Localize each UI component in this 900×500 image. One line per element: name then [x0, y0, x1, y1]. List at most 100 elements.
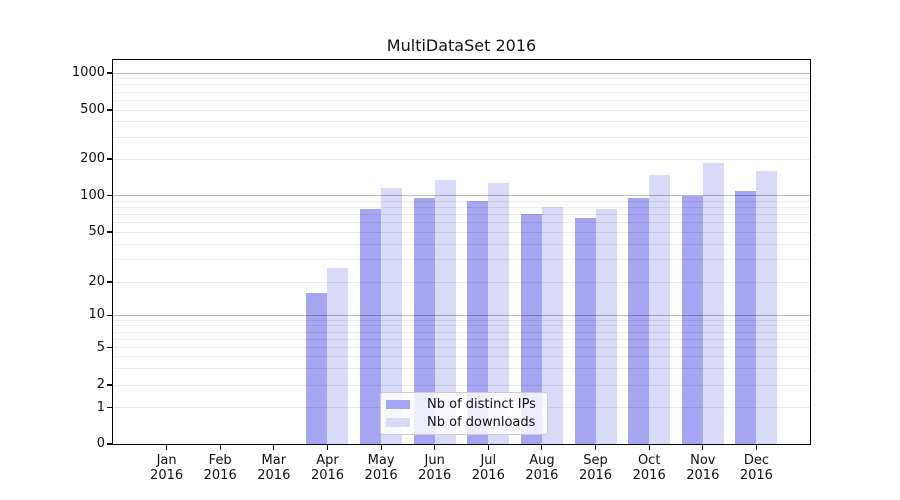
- bar-downloads: [702, 163, 724, 444]
- x-tick-month: Feb: [208, 453, 232, 468]
- y-tick-mark: [107, 72, 113, 74]
- legend-label-downloads: Nb of downloads: [427, 414, 536, 430]
- y-tick-mark: [107, 158, 113, 160]
- y-tick-label: 20: [88, 274, 105, 289]
- x-tick-label: May 2016: [351, 453, 411, 483]
- x-tick-label: Aug 2016: [512, 453, 572, 483]
- bar-distinct-ips: [735, 190, 757, 444]
- y-tick-label: 5: [96, 339, 105, 355]
- bar-distinct-ips: [467, 201, 489, 444]
- gridline-minor: [113, 84, 810, 86]
- gridline-minor: [113, 99, 810, 101]
- bar-distinct-ips: [574, 218, 596, 444]
- bar-downloads: [434, 179, 456, 444]
- x-tick-mark: [434, 445, 436, 450]
- gridline-minor: [113, 158, 810, 160]
- bar-distinct-ips: [360, 208, 382, 444]
- y-tick-mark: [107, 384, 113, 386]
- x-tick-year: 2016: [525, 468, 559, 483]
- y-tick-mark: [107, 347, 113, 349]
- x-tick-label: Jun 2016: [405, 453, 465, 483]
- y-tick-mark: [107, 314, 113, 316]
- x-tick-mark: [219, 445, 221, 450]
- y-tick-mark: [107, 281, 113, 283]
- x-tick-year: 2016: [471, 468, 505, 483]
- bar-distinct-ips: [681, 195, 703, 444]
- x-tick-month: Apr: [316, 453, 339, 468]
- x-tick-month: Jun: [424, 453, 445, 468]
- gridline-minor: [113, 78, 810, 80]
- bar-distinct-ips: [628, 197, 650, 444]
- x-tick-month: Jul: [480, 453, 497, 468]
- x-tick-label: Nov 2016: [673, 453, 733, 483]
- x-tick-mark: [648, 445, 650, 450]
- x-tick-month: May: [367, 453, 395, 468]
- bar-distinct-ips: [413, 198, 435, 444]
- x-tick-mark: [755, 445, 757, 450]
- gridline-minor: [113, 136, 810, 138]
- y-tick-label: 50: [88, 224, 105, 239]
- y-tick-mark: [107, 231, 113, 233]
- legend: Nb of distinct IPs Nb of downloads: [380, 392, 548, 435]
- x-tick-year: 2016: [418, 468, 452, 483]
- y-tick-label: 10: [88, 307, 105, 323]
- x-tick-year: 2016: [578, 468, 613, 483]
- x-tick-month: Sep: [583, 453, 608, 468]
- x-tick-month: Dec: [743, 453, 769, 468]
- chart-title: MultiDataSet 2016: [386, 36, 537, 55]
- y-tick-mark: [107, 407, 113, 409]
- x-tick-label: Jan 2016: [137, 453, 197, 483]
- legend-entry-downloads: Nb of downloads: [386, 415, 541, 430]
- y-tick-label: 1000: [71, 65, 105, 80]
- y-tick-label: 2: [96, 377, 105, 392]
- gridline-minor: [113, 109, 810, 111]
- x-tick-mark: [166, 445, 168, 450]
- x-tick-year: 2016: [632, 468, 666, 483]
- x-tick-year: 2016: [257, 468, 291, 483]
- x-tick-month: Nov: [690, 453, 716, 468]
- bar-downloads: [595, 208, 617, 444]
- x-tick-label: Apr 2016: [298, 453, 358, 483]
- gridline-minor: [113, 91, 810, 93]
- y-tick-label: 200: [80, 151, 105, 166]
- y-tick-label: 1: [96, 399, 105, 415]
- x-tick-mark: [487, 445, 489, 450]
- x-tick-mark: [702, 445, 704, 450]
- x-tick-month: Mar: [261, 453, 287, 468]
- x-tick-mark: [594, 445, 597, 450]
- x-tick-year: 2016: [310, 468, 345, 483]
- y-tick-label: 0: [96, 436, 105, 451]
- legend-swatch-distinct-ips: [386, 400, 410, 410]
- x-tick-year: 2016: [739, 468, 773, 483]
- x-tick-label: Dec 2016: [726, 453, 786, 483]
- plot-area: Nb of distinct IPs Nb of downloads: [112, 59, 811, 445]
- y-tick-mark: [107, 443, 113, 445]
- bar-downloads: [649, 174, 671, 444]
- x-tick-label: Feb 2016: [190, 453, 250, 483]
- x-tick-month: Aug: [529, 453, 555, 468]
- x-tick-mark: [541, 445, 543, 450]
- bar-distinct-ips: [520, 214, 542, 444]
- x-tick-year: 2016: [364, 468, 398, 483]
- x-tick-label: Sep 2016: [566, 453, 626, 483]
- bar-downloads: [488, 182, 510, 444]
- x-tick-month: Oct: [637, 453, 661, 468]
- y-tick-mark: [107, 109, 113, 111]
- y-tick-mark: [107, 194, 113, 197]
- bar-downloads: [541, 207, 563, 444]
- x-tick-mark: [380, 445, 382, 450]
- x-tick-month: Jan: [156, 453, 177, 468]
- x-tick-label: Mar 2016: [244, 453, 304, 483]
- x-tick-label: Oct 2016: [619, 453, 679, 483]
- y-tick-label: 100: [80, 187, 105, 203]
- x-tick-year: 2016: [203, 468, 237, 483]
- bar-downloads: [381, 188, 403, 444]
- legend-swatch-downloads: [386, 417, 410, 427]
- x-tick-mark: [273, 445, 275, 450]
- gridline-minor: [113, 121, 810, 123]
- x-tick-label: Jul 2016: [458, 453, 518, 483]
- y-tick-label: 500: [80, 102, 105, 117]
- legend-label-distinct-ips: Nb of distinct IPs: [427, 397, 536, 413]
- legend-entry-distinct-ips: Nb of distinct IPs: [386, 397, 541, 412]
